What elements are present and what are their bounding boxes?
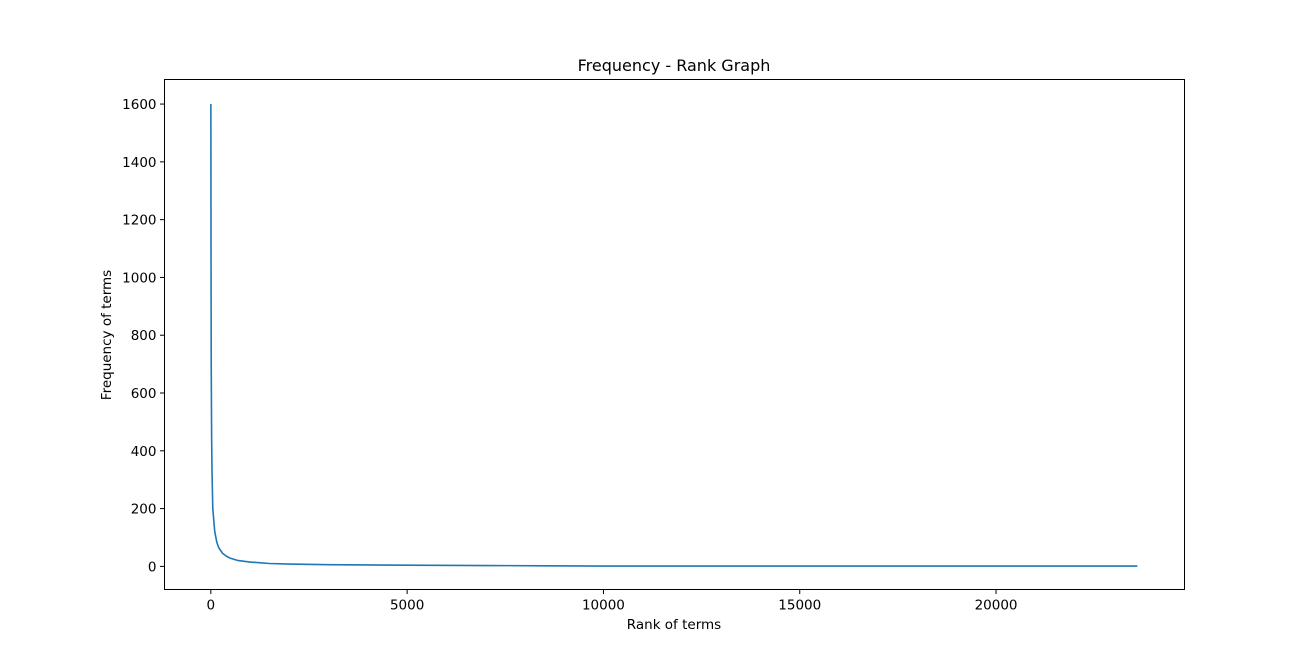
plot-area [210, 104, 1138, 567]
y-tick-label: 1200 [122, 213, 156, 229]
series-line-0 [210, 104, 1138, 567]
x-tick-label: 5000 [390, 598, 424, 614]
y-tick-label: 1600 [122, 97, 156, 113]
x-tick-label: 15000 [778, 598, 821, 614]
y-tick-label: 800 [131, 328, 157, 344]
plot-frame [164, 79, 1185, 590]
x-tick-label: 0 [207, 598, 216, 614]
y-tick-label: 200 [131, 502, 157, 518]
chart-title: Frequency - Rank Graph [578, 56, 771, 75]
x-tick-label: 20000 [975, 598, 1018, 614]
y-tick-label: 1400 [122, 155, 156, 171]
y-tick-label: 400 [131, 444, 157, 460]
x-axis: 0 5000 10000 15000 20000 [207, 589, 1018, 614]
y-axis-label: Frequency of terms [99, 270, 115, 400]
y-tick-label: 1000 [122, 270, 156, 286]
x-tick-label: 10000 [582, 598, 625, 614]
y-tick-label: 0 [148, 559, 157, 575]
x-axis-label: Rank of terms [627, 617, 721, 633]
y-tick-label: 600 [131, 386, 157, 402]
y-axis: 0 200 400 600 800 1000 1200 1400 1600 [122, 97, 165, 575]
